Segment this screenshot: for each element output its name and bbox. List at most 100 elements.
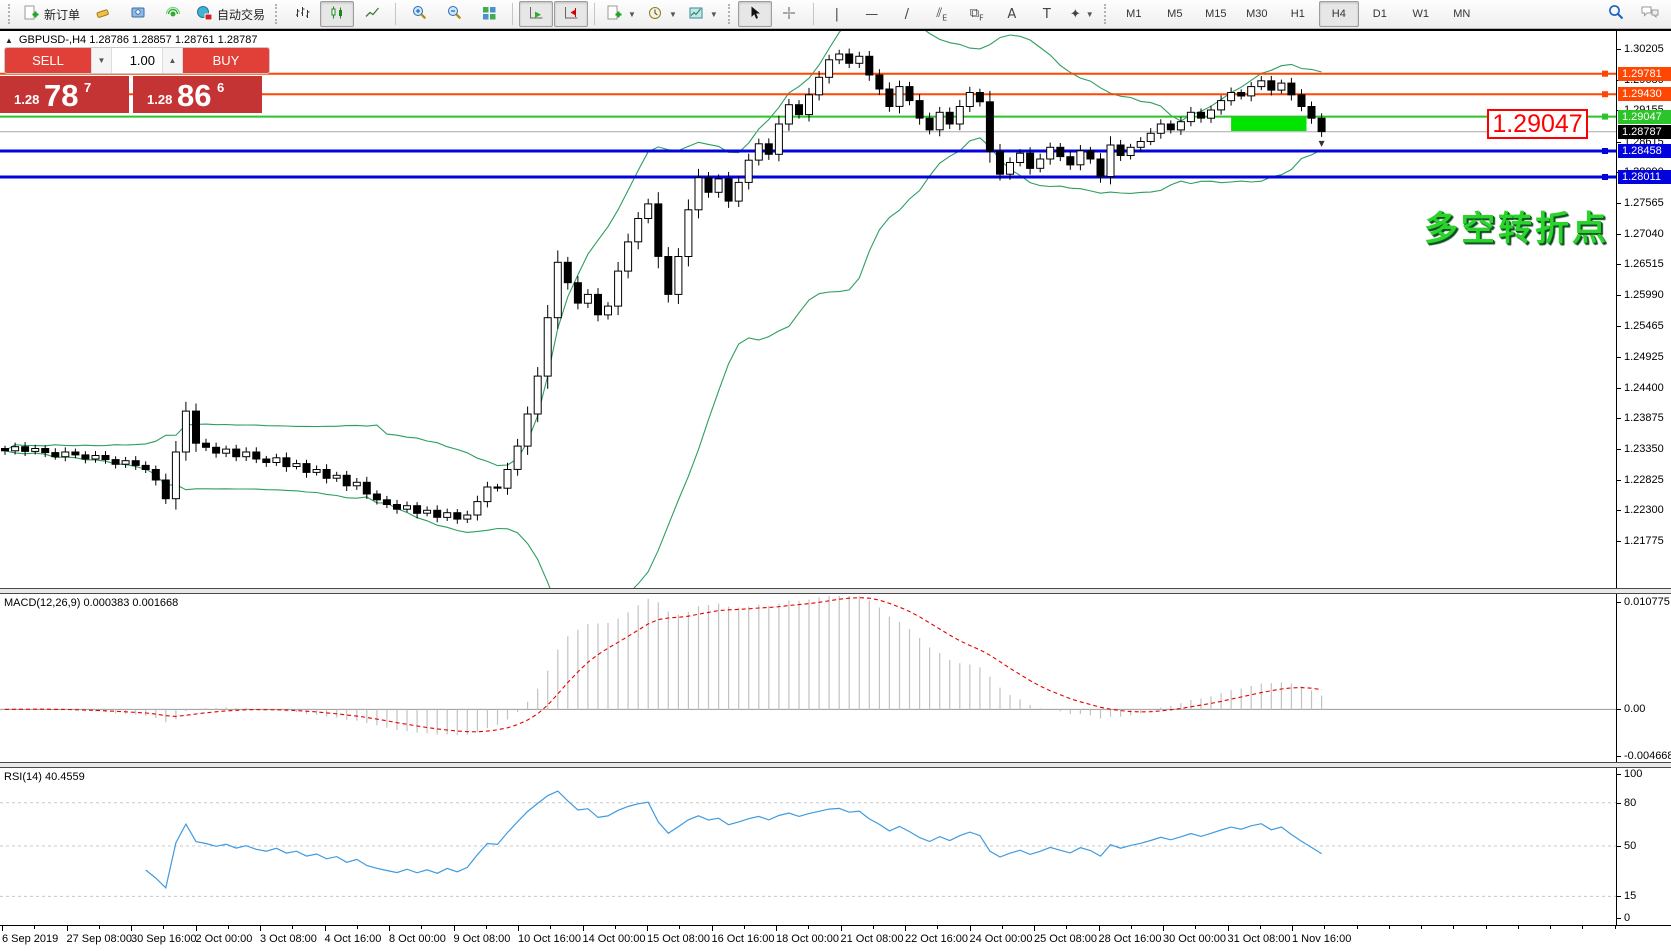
macd-pane[interactable]: MACD(12,26,9) 0.000383 0.001668 (0, 594, 1616, 762)
rsi-pane[interactable]: RSI(14) 40.4559 (0, 768, 1616, 925)
periods-button[interactable]: ▼ (642, 1, 682, 27)
chart-shift-button[interactable] (554, 1, 589, 27)
volume-up-button[interactable]: ▲ (162, 48, 183, 73)
toolbar-grip[interactable] (1103, 4, 1109, 24)
rsi-chart (0, 790, 1616, 897)
tile-windows-icon (481, 5, 498, 24)
chart-window: ▲ GBPUSD-,H4 1.28786 1.28857 1.28761 1.2… (0, 29, 1671, 951)
time-major-tick (324, 926, 326, 931)
time-minor-tick (550, 926, 552, 929)
zoom-in-button[interactable] (402, 1, 436, 27)
macd-axis[interactable]: 0.010775 0.00 -0.004668 (1616, 594, 1671, 762)
axis-tick-mark (1617, 233, 1621, 235)
buy-price-big: 86 (177, 78, 212, 113)
history-button[interactable] (86, 1, 120, 27)
price-level-chip: 1.29047 (1618, 109, 1671, 124)
time-label: 16 Oct 16:00 (711, 933, 775, 945)
timeframe-m30-button[interactable]: M30 (1246, 8, 1268, 20)
toolbar-grip[interactable] (275, 4, 280, 24)
zoom-out-button[interactable] (437, 1, 471, 27)
volume-down-button[interactable]: ▼ (91, 48, 112, 73)
tile-windows-button[interactable] (472, 1, 506, 27)
pane-splitter[interactable] (0, 762, 1671, 768)
sell-button[interactable]: SELL (5, 48, 91, 73)
shapes-icon: ✦ (1069, 6, 1081, 22)
timeframe-d1-button[interactable]: D1 (1372, 8, 1387, 20)
trendline-icon: / (904, 6, 909, 22)
axis-tick-mark (1617, 602, 1621, 603)
time-minor-tick (1066, 926, 1068, 929)
timeframe-h1-button[interactable]: H1 (1290, 8, 1305, 20)
channel-tool-button[interactable]: ⫽E (925, 1, 959, 27)
time-label: 27 Sep 08:00 (66, 933, 132, 945)
search-button[interactable] (1599, 1, 1633, 27)
crosshair-button[interactable] (773, 1, 807, 27)
toolbar-grip[interactable] (727, 4, 733, 24)
candlestick-chart-button[interactable] (320, 1, 355, 27)
chat-button[interactable] (1633, 1, 1667, 27)
timeframe-h4-button[interactable]: H4 (1318, 1, 1359, 27)
time-label: 4 Oct 16:00 (324, 933, 382, 945)
vertical-line-tool-button[interactable]: | (820, 1, 854, 27)
rsi-tick-label: 15 (1624, 890, 1637, 903)
main-chart-pane[interactable]: ▲ GBPUSD-,H4 1.28786 1.28857 1.28761 1.2… (0, 31, 1616, 588)
buy-button[interactable]: BUY (183, 48, 269, 73)
macd-chart (0, 596, 1616, 735)
time-major-tick (776, 926, 777, 931)
sell-quote-box[interactable]: 1.28 78 7 (0, 76, 129, 113)
fibonacci-tool-button[interactable]: ⧉F (960, 1, 994, 27)
price-tick-label: 1.27565 (1624, 197, 1664, 210)
new-order-icon (23, 5, 40, 24)
time-major-tick (711, 926, 713, 931)
time-axis[interactable]: 6 Sep 2019 27 Sep 08:00 30 Sep 16:00 2 Oct … (0, 925, 1671, 951)
price-tick-label: 1.21775 (1624, 535, 1664, 547)
horizontal-line-tool-button[interactable]: — (855, 1, 889, 27)
templates-button[interactable]: ▼ (683, 1, 723, 27)
timeframe-m5-button[interactable]: M5 (1167, 8, 1183, 20)
cursor-button[interactable] (737, 1, 772, 27)
timeframe-m1-button[interactable]: M1 (1126, 8, 1142, 20)
auto-scroll-button[interactable] (519, 1, 554, 27)
time-minor-tick (227, 926, 229, 929)
sell-price-sup: 7 (84, 80, 92, 95)
price-axis[interactable]: 1.302051.296801.291551.286151.280901.275… (1616, 31, 1671, 588)
time-minor-tick (485, 926, 487, 929)
dropdown-arrow-icon: ▼ (628, 9, 636, 19)
collapse-triangle-icon[interactable]: ▲ (5, 35, 13, 45)
news-button[interactable] (156, 1, 190, 27)
pane-splitter[interactable] (0, 588, 1671, 594)
highlight-rectangle[interactable] (1231, 117, 1307, 131)
time-minor-tick (614, 926, 616, 929)
shapes-tool-button[interactable]: ✦ ▼ (1065, 1, 1099, 27)
bar-chart-button[interactable] (285, 1, 319, 27)
line-endpoint-marker (1602, 113, 1608, 120)
autotrading-button[interactable]: 自动交易 (191, 1, 270, 27)
time-label: 3 Oct 08:00 (260, 933, 317, 945)
time-label: 15 Oct 08:00 (647, 933, 710, 945)
label-tool-button[interactable]: T (1030, 1, 1064, 27)
toolbar-grip[interactable] (8, 4, 13, 24)
line-chart-button[interactable] (355, 1, 389, 27)
text-tool-button[interactable]: A (995, 1, 1029, 27)
line-endpoint-marker (1602, 148, 1608, 154)
toolbar-separator (812, 3, 814, 25)
timeframe-mn-button[interactable]: MN (1453, 8, 1471, 20)
trendline-tool-button[interactable]: / (890, 1, 924, 27)
time-label: 2 Oct 00:00 (195, 933, 253, 945)
volume-input[interactable]: 1.00 (112, 48, 162, 73)
pivot-text-annotation[interactable]: 多空转折点 (1424, 210, 1609, 248)
candlestick-chart-icon (329, 5, 346, 24)
time-label: 6 Sep 2019 (2, 933, 59, 945)
indicators-button[interactable]: ▼ (601, 1, 641, 27)
rsi-axis[interactable]: 100 80 50 15 0 (1616, 768, 1671, 925)
signals-button[interactable] (121, 1, 155, 27)
buy-quote-box[interactable]: 1.28 86 6 (133, 76, 262, 113)
time-minor-tick (872, 926, 874, 929)
timeframe-w1-button[interactable]: W1 (1412, 8, 1430, 20)
timeframe-m15-button[interactable]: M15 (1205, 8, 1227, 20)
price-annotation-box[interactable]: 1.29047 (1487, 109, 1588, 139)
time-minor-tick (98, 926, 100, 929)
time-major-tick (969, 926, 971, 931)
new-order-button[interactable]: 新订单 (18, 1, 85, 27)
one-click-trading-panel: SELL ▼ 1.00 ▲ BUY 1.28 78 7 1.28 86 6 (0, 47, 270, 113)
